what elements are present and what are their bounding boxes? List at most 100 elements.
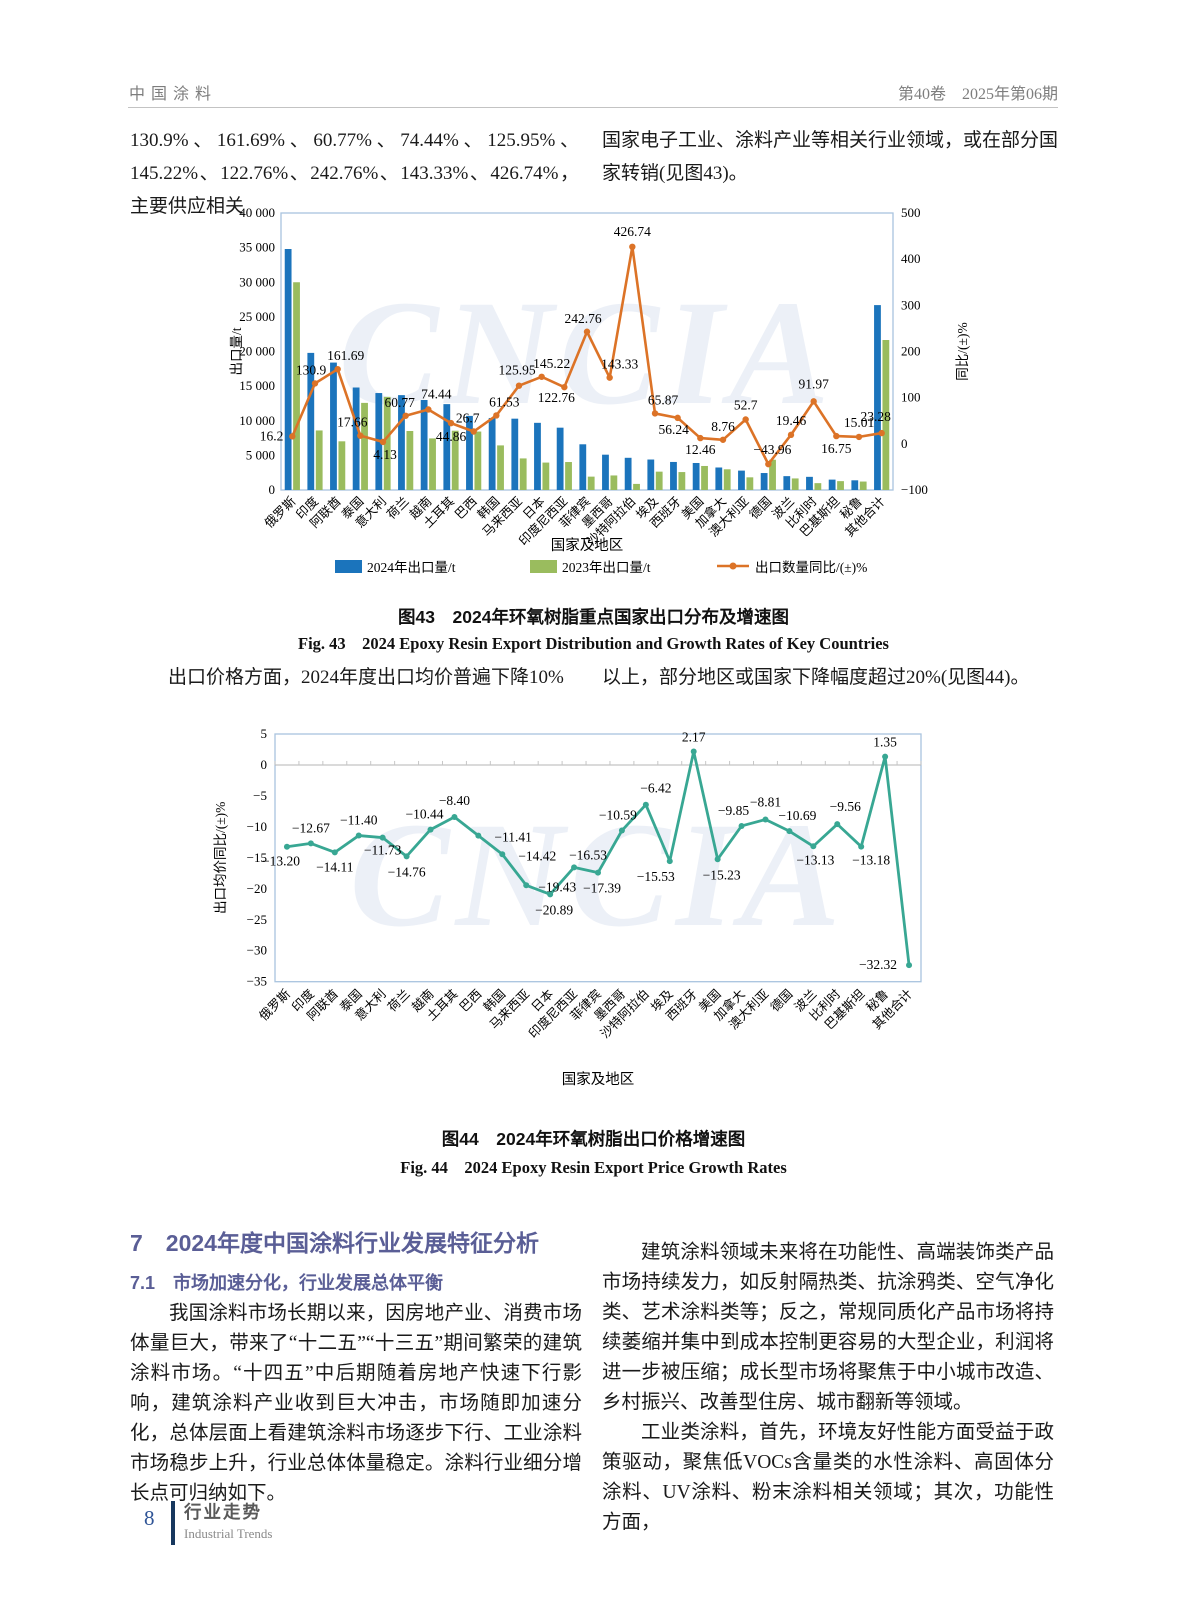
category-labels: 俄罗斯印度阿联酋泰国意大利荷兰越南土耳其巴西韩国马来西亚日本印度尼西亚菲律宾墨西… [257,986,916,1041]
left-axis-title: 出口量/t [229,327,244,375]
svg-text:4.13: 4.13 [373,447,397,462]
svg-text:8.76: 8.76 [711,419,735,434]
svg-text:5 000: 5 000 [246,447,275,462]
svg-text:−35: −35 [247,974,267,989]
svg-text:44.86: 44.86 [436,429,467,444]
svg-text:91.97: 91.97 [798,376,829,391]
right-axis-ticks: −100 0 100 200 300 400 500 [901,205,928,497]
svg-text:5: 5 [261,726,268,741]
y-axis-ticks: 5 0 −5 −10 −15 −20 −25 −30 −35 [247,726,267,989]
zero-axis-category-ticks [274,760,922,765]
svg-text:161.69: 161.69 [327,348,364,363]
watermark-cncia: CNCIA [350,792,847,958]
right-paragraph-2: 工业类涂料，首先，环境友好性能方面受益于政策驱动，聚焦低VOCs含量类的水性涂料… [602,1422,1054,1533]
svg-text:122.76: 122.76 [538,390,575,405]
x-axis-title: 国家及地区 [562,1071,635,1088]
svg-text:−11.73: −11.73 [364,843,402,858]
svg-text:−20: −20 [247,881,267,896]
svg-text:60.77: 60.77 [384,395,415,410]
svg-text:61.53: 61.53 [489,394,520,409]
page-number: 8 [144,1506,155,1530]
watermark-cncia: CNCIA [339,270,836,436]
svg-text:−10: −10 [247,819,267,834]
svg-text:−15.53: −15.53 [637,869,675,884]
svg-text:−10.59: −10.59 [599,808,637,823]
svg-text:−9.85: −9.85 [718,803,749,818]
svg-text:−13.18: −13.18 [852,853,890,868]
svg-text:−15.23: −15.23 [703,867,741,882]
legend-swatch-2023 [530,560,557,573]
svg-text:−10.69: −10.69 [778,808,816,823]
svg-text:−25: −25 [247,912,267,927]
bars-2024 [284,249,881,490]
svg-text:300: 300 [901,297,921,312]
svg-text:125.95: 125.95 [498,363,535,378]
svg-text:19.46: 19.46 [776,413,807,428]
svg-text:−14.76: −14.76 [388,864,426,879]
price-growth-markers [283,748,913,969]
svg-text:25 000: 25 000 [239,309,275,324]
price-growth-labels: −13.20 −12.67 −14.11 −11.40 −11.73 −14.76 −10.… [262,730,897,973]
svg-text:德国: 德国 [767,986,795,1014]
svg-text:10 000: 10 000 [239,413,275,428]
svg-text:20 000: 20 000 [239,344,275,359]
svg-text:16.2: 16.2 [260,428,284,443]
figure44-caption-zh: 图44 2024年环氧树脂出口价格增速图 [441,1129,746,1149]
plot-border [274,733,922,983]
svg-text:荷兰: 荷兰 [384,494,412,522]
svg-text:−20.89: −20.89 [535,902,573,917]
svg-text:俄罗斯: 俄罗斯 [257,987,293,1023]
legend-label-growth: 出口数量同比/(±)% [755,560,867,575]
svg-text:145.22: 145.22 [533,356,570,371]
svg-text:−9.56: −9.56 [830,799,861,814]
left-axis-ticks: 0 5 000 10 000 15 000 20 000 25 000 30 000 35 0… [239,205,275,497]
svg-text:74.44: 74.44 [421,386,452,401]
legend: 2024年出口量/t 2023年出口量/t 出口数量同比/(±)% [335,560,867,575]
svg-text:23.28: 23.28 [860,409,891,424]
svg-text:500: 500 [901,205,921,220]
svg-text:56.24: 56.24 [658,422,689,437]
svg-text:52.7: 52.7 [734,398,758,413]
svg-text:巴西: 巴西 [457,987,485,1015]
svg-text:−43.96: −43.96 [753,442,791,457]
figure43-chart: CNCIA 0 5 000 10 000 15 000 20 000 25 000 30 00… [229,205,970,575]
svg-text:0: 0 [269,482,276,497]
svg-text:−13.13: −13.13 [796,852,834,867]
svg-text:−14.11: −14.11 [316,859,354,874]
svg-text:40 000: 40 000 [239,205,275,220]
price-note-left: 出口价格方面，2024年度出口均价普遍下降10% [168,667,564,688]
price-note-right: 以上，部分地区或国家下降幅度超过20%(见图44)。 [602,667,1030,688]
svg-text:15.01: 15.01 [844,415,874,430]
intro-left-column: 130.9%、161.69%、60.77%、74.44%、125.95%、145… [130,130,579,217]
legend-swatch-2024 [335,560,362,573]
svg-text:−8.40: −8.40 [439,793,470,808]
figure44-chart: CNCIA 5 0 −5 −10 −15 −20 −25 −30 −35 出口均价同比/(±)% −1… [213,726,922,1088]
svg-text:15 000: 15 000 [239,378,275,393]
svg-text:−13.20: −13.20 [262,854,300,869]
svg-text:−14.42: −14.42 [518,848,556,863]
figure43-caption-zh: 图43 2024年环氧树脂重点国家出口分布及增速图 [398,607,789,627]
bars-2023 [293,282,890,490]
section-subheading: 7.1 市场加速分化，行业发展总体平衡 [130,1273,444,1293]
svg-text:17.66: 17.66 [337,415,368,430]
svg-text:巴西: 巴西 [452,494,480,522]
right-axis-title: 同比/(±)% [955,322,970,380]
svg-text:35 000: 35 000 [239,240,275,255]
svg-text:2.17: 2.17 [682,730,706,745]
svg-text:−16.53: −16.53 [569,847,607,862]
svg-text:26.7: 26.7 [456,411,480,426]
svg-text:12.46: 12.46 [685,442,716,457]
svg-text:130.9: 130.9 [296,362,327,377]
svg-text:143.33: 143.33 [601,357,638,372]
svg-text:1.35: 1.35 [873,735,897,750]
svg-text:−6.42: −6.42 [640,781,671,796]
section-body-right: 建筑涂料领域未来将在功能性、高端装饰类产品市场持续发力，如反射隔热类、抗涂鸦类、… [602,1238,1054,1538]
header-rule [128,107,1058,108]
svg-text:400: 400 [901,251,921,266]
svg-text:65.87: 65.87 [648,392,679,407]
svg-text:100: 100 [901,390,921,405]
legend-label-2023: 2023年出口量/t [562,560,651,575]
svg-text:16.75: 16.75 [821,441,852,456]
